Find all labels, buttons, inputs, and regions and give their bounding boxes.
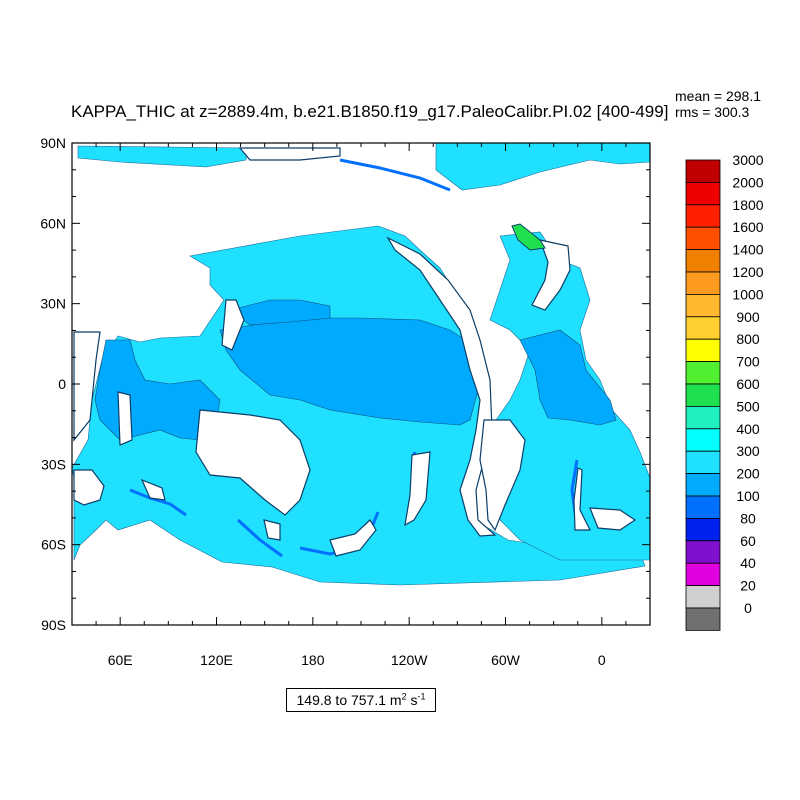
- land-antarctic-ridge-1: [140, 478, 166, 501]
- arctic-ridge: [339, 158, 451, 192]
- north-pacific-patch: [229, 299, 331, 326]
- colorbar-label: 0: [744, 600, 752, 616]
- colorbar-swatch: [685, 226, 721, 250]
- colorbar-label: 300: [736, 443, 760, 459]
- colorbar-label: 200: [736, 466, 760, 482]
- range-text: 149.8 to 757.1 m: [296, 692, 402, 708]
- range-exp-2: -1: [417, 691, 426, 702]
- colorbar-label: 100: [736, 488, 760, 504]
- land-southeast-asia: [221, 299, 245, 351]
- ocean-field: [71, 142, 651, 586]
- colorbar-label: 1200: [732, 264, 763, 280]
- colorbar-label: 900: [736, 309, 760, 325]
- lon-tick-label: 180: [301, 652, 325, 668]
- colorbar-swatch: [685, 181, 721, 206]
- land-east-indian-islands: [263, 519, 281, 541]
- pacific-equatorial-band: [219, 317, 481, 426]
- colorbar-label: 1000: [732, 286, 763, 302]
- high-kappa-patch: [511, 223, 546, 251]
- rms-stat: rms = 300.3: [675, 104, 750, 120]
- colorbar-swatch: [685, 607, 721, 631]
- colorbar-swatch: [685, 159, 721, 183]
- lon-tick-label: 120E: [200, 652, 233, 668]
- colorbar-label: 2000: [732, 174, 763, 190]
- lat-tick-label: 60N: [40, 215, 66, 231]
- range-exp-1: 2: [401, 691, 407, 702]
- colorbar-swatch: [685, 204, 721, 228]
- land-south-pacific-island: [329, 519, 377, 557]
- colorbar-label: 3000: [732, 152, 763, 168]
- colorbar-label: 20: [740, 578, 756, 594]
- colorbar-swatch: [685, 383, 721, 407]
- mean-stat: mean = 298.1: [675, 88, 761, 104]
- land-americas-north: [386, 236, 497, 537]
- colorbar-label: 700: [736, 354, 760, 370]
- arctic-ocean-east: [435, 142, 651, 191]
- colorbar-swatch: [685, 338, 721, 363]
- lon-tick-label: 0: [598, 652, 606, 668]
- colorbar-label: 40: [740, 555, 756, 571]
- land-atlantic-islands: [573, 467, 591, 531]
- colorbar-swatch: [685, 562, 721, 587]
- lat-labels: 90N 60N 30N 0 30S 60S 90S: [40, 135, 66, 633]
- land-india-ridge: [117, 391, 133, 446]
- lon-tick-label: 60E: [108, 652, 133, 668]
- colorbar-swatch: [685, 249, 721, 273]
- indian-ridge: [129, 488, 187, 517]
- land-north-polar: [238, 147, 341, 161]
- southeast-indian-ridge: [236, 518, 283, 558]
- colorbar-label: 400: [736, 421, 760, 437]
- colorbar-label: 80: [740, 510, 756, 526]
- land-australia: [195, 409, 311, 516]
- colorbar-swatch: [685, 271, 721, 295]
- colorbar-label: 800: [736, 331, 760, 347]
- colorbar-swatch: [685, 450, 721, 475]
- lat-tick-label: 30N: [40, 296, 66, 312]
- colorbar: [685, 159, 721, 631]
- colorbar-label: 1600: [732, 219, 763, 235]
- lat-tick-label: 90S: [41, 617, 66, 633]
- arctic-ocean: [77, 145, 249, 168]
- colorbar-label: 600: [736, 376, 760, 392]
- atlantic-equatorial-band: [519, 329, 617, 426]
- colorbar-labels: 3000200018001600140012001000900800700600…: [732, 152, 763, 616]
- range-unit: s: [406, 692, 418, 708]
- value-range-label: 149.8 to 757.1 m2 s-1: [286, 688, 436, 712]
- lat-tick-label: 30S: [41, 456, 66, 472]
- colorbar-label: 500: [736, 398, 760, 414]
- land-arabia-india: [73, 331, 101, 442]
- land-south-atlantic-island: [589, 507, 637, 531]
- colorbar-label: 1400: [732, 242, 763, 258]
- lon-tick-label: 60W: [491, 652, 521, 668]
- lat-tick-label: 60S: [41, 537, 66, 553]
- colorbar-swatch: [685, 316, 721, 340]
- land-greenland-europe: [531, 239, 571, 311]
- axis-ticks: [71, 142, 651, 626]
- colorbar-swatch: [685, 473, 721, 497]
- lat-tick-label: 0: [58, 376, 66, 392]
- plot-title: KAPPA_THIC at z=2889.4m, b.e21.B1850.f19…: [71, 102, 668, 121]
- colorbar-label: 1800: [732, 197, 763, 213]
- colorbar-swatch: [685, 293, 721, 318]
- colorbar-swatch: [685, 495, 721, 519]
- land-africa-east: [73, 469, 105, 506]
- colorbar-label: 60: [740, 533, 756, 549]
- colorbar-swatch: [685, 405, 721, 430]
- land-south-america: [479, 419, 526, 532]
- land-antarctic-ridge-2: [404, 451, 431, 527]
- colorbar-swatch: [685, 518, 721, 542]
- lon-labels: 60E 120E 180 120W 60W 0: [108, 652, 606, 668]
- lon-tick-label: 120W: [391, 652, 428, 668]
- colorbar-swatch: [685, 585, 721, 609]
- colorbar-swatch: [685, 540, 721, 564]
- lat-tick-label: 90N: [40, 135, 66, 151]
- colorbar-swatch: [685, 428, 721, 452]
- colorbar-swatch: [685, 361, 721, 385]
